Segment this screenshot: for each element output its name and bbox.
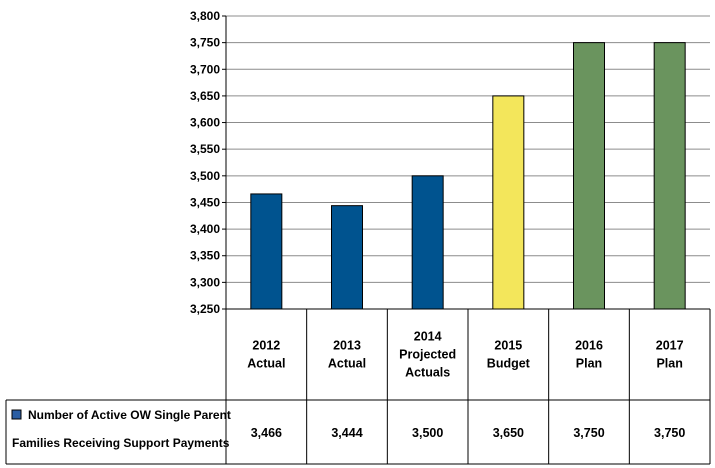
y-tick-label: 3,300	[190, 275, 220, 289]
x-tick-label: 2014 Projected Actuals	[399, 330, 456, 380]
y-tick-label: 3,350	[190, 249, 220, 263]
legend-swatch	[11, 409, 22, 420]
bar	[411, 175, 444, 310]
bar	[331, 205, 363, 310]
y-tick-label: 3,600	[190, 116, 220, 130]
x-tick-label: 2015 Budget	[487, 339, 531, 371]
data-label: 3,500	[412, 426, 443, 440]
y-tick-label: 3,700	[190, 62, 220, 76]
x-tick-label: 2017 Plan	[656, 339, 684, 371]
y-tick-label: 3,250	[190, 302, 220, 316]
y-tick-label: 3,500	[190, 169, 220, 183]
x-tick-label: 2013 Actual	[328, 339, 366, 371]
y-tick-label: 3,800	[190, 9, 220, 23]
y-tick-label: 3,750	[190, 36, 220, 50]
bar	[250, 193, 283, 310]
bar	[492, 95, 525, 310]
x-tick-label: 2016 Plan	[575, 339, 603, 371]
y-tick-label: 3,400	[190, 222, 220, 236]
data-label: 3,444	[331, 426, 362, 440]
bar	[653, 42, 686, 310]
bar	[573, 42, 605, 310]
data-label: 3,650	[493, 426, 524, 440]
data-label: 3,466	[251, 426, 282, 440]
y-tick-label: 3,550	[190, 142, 220, 156]
y-tick-label: 3,450	[190, 195, 220, 209]
data-label: 3,750	[654, 426, 685, 440]
x-tick-label: 2012 Actual	[247, 339, 285, 371]
legend-label: Number of Active OW Single Parent Familie…	[12, 408, 231, 450]
y-tick-label: 3,650	[190, 89, 220, 103]
data-label: 3,750	[573, 426, 604, 440]
